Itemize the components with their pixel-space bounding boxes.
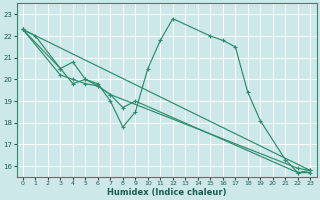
X-axis label: Humidex (Indice chaleur): Humidex (Indice chaleur) — [107, 188, 226, 197]
